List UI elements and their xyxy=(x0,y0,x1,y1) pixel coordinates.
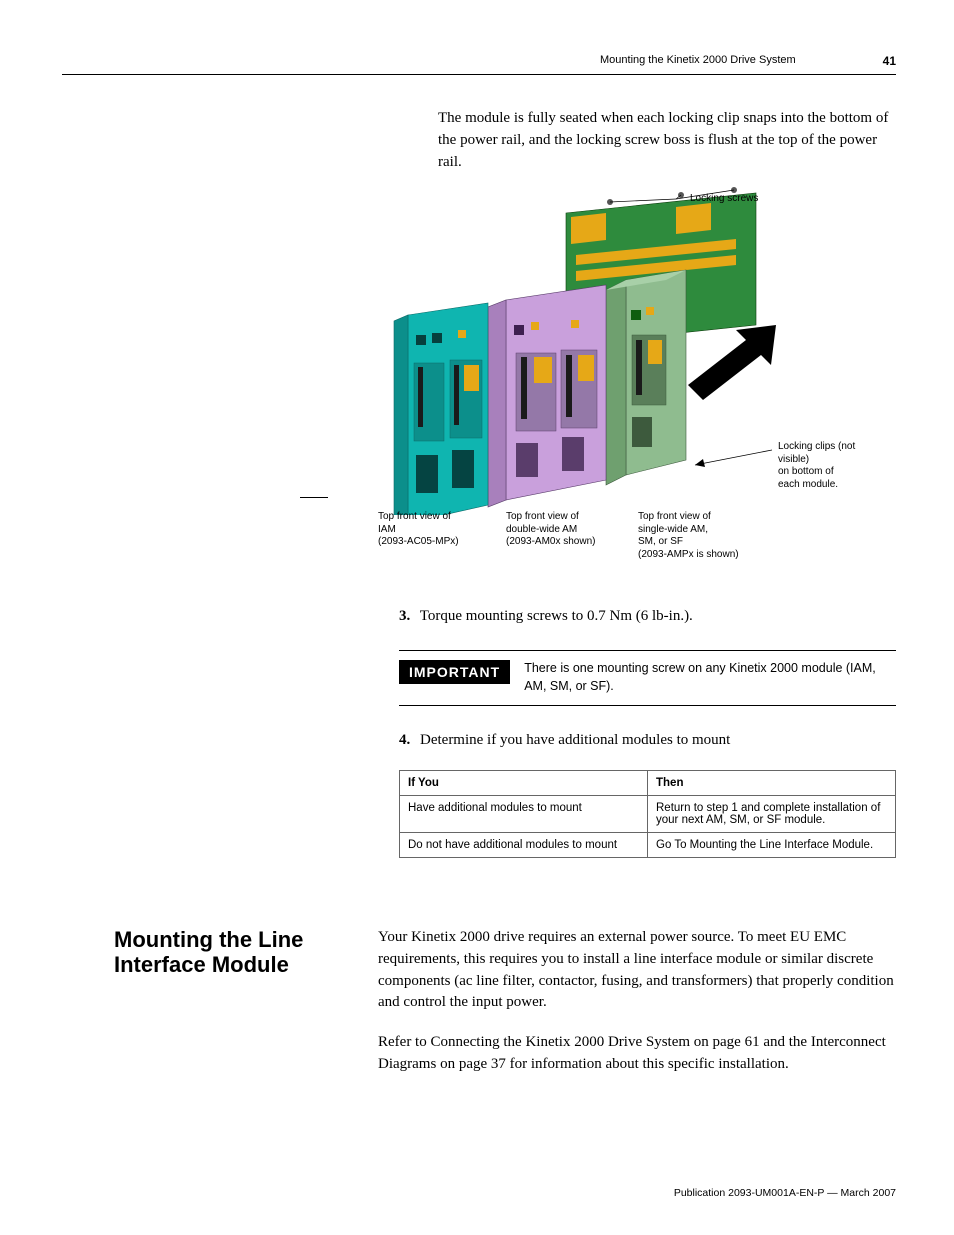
margin-tick xyxy=(300,478,328,498)
header-page-number: 41 xyxy=(883,54,896,68)
section-para-1: Your Kinetix 2000 drive requires an exte… xyxy=(378,927,896,1014)
table-row: Have additional modules to mount Return … xyxy=(400,796,896,833)
table-head-if: If You xyxy=(400,771,648,796)
footer-publication: Publication 2093-UM001A-EN-P — March 200… xyxy=(674,1187,896,1199)
table-head-then: Then xyxy=(648,771,896,796)
important-tag: IMPORTANT xyxy=(399,660,510,684)
table-row: Do not have additional modules to mount … xyxy=(400,833,896,858)
important-text: There is one mounting screw on any Kinet… xyxy=(524,660,896,695)
fig-caption-iam: Top front view of IAM (2093-AC05-MPx) xyxy=(378,511,498,549)
fig-caption-am: Top front view of double-wide AM (2093-A… xyxy=(506,511,626,549)
module-figure: Locking screws Locking clips (not visibl… xyxy=(376,185,896,575)
step-3-number: 3. xyxy=(399,608,410,624)
section-para-2: Refer to Connecting the Kinetix 2000 Dri… xyxy=(378,1032,896,1076)
important-callout: IMPORTANT There is one mounting screw on… xyxy=(399,650,896,706)
table-cell: Go To Mounting the Line Interface Module… xyxy=(648,833,896,858)
decision-table: If You Then Have additional modules to m… xyxy=(399,770,896,858)
table-cell: Return to step 1 and complete installati… xyxy=(648,796,896,833)
step-4-text: Determine if you have additional modules… xyxy=(420,732,730,748)
fig-caption-sm: Top front view of single-wide AM, SM, or… xyxy=(638,511,768,561)
step-3: 3. Torque mounting screws to 0.7 Nm (6 l… xyxy=(399,608,693,625)
step-4: 4. Determine if you have additional modu… xyxy=(399,732,730,749)
table-cell: Do not have additional modules to mount xyxy=(400,833,648,858)
table-header-row: If You Then xyxy=(400,771,896,796)
section-heading: Mounting the Line Interface Module xyxy=(114,927,374,978)
step-3-text: Torque mounting screws to 0.7 Nm (6 lb-i… xyxy=(420,608,693,624)
header-chapter-title: Mounting the Kinetix 2000 Drive System xyxy=(600,54,796,66)
intro-paragraph: The module is fully seated when each loc… xyxy=(438,108,896,173)
fig-label-locking-screws: Locking screws xyxy=(690,193,758,206)
header-rule xyxy=(62,74,896,75)
fig-label-locking-clips: Locking clips (not visible) on bottom of… xyxy=(778,441,888,491)
step-4-number: 4. xyxy=(399,732,410,748)
table-cell: Have additional modules to mount xyxy=(400,796,648,833)
